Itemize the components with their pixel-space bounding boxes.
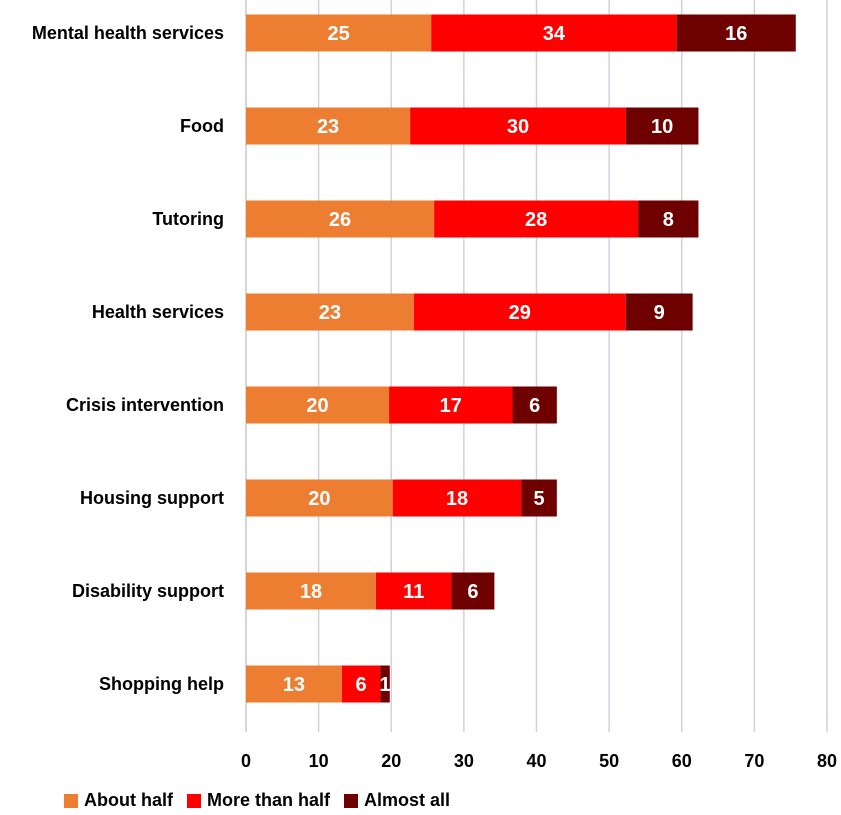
x-tick-label-20: 20 xyxy=(381,751,401,771)
data-label-mental-health-services-almost-all: 16 xyxy=(725,23,747,45)
x-tick-label-80: 80 xyxy=(817,751,837,771)
bar-food-almost-all xyxy=(625,107,699,145)
legend-item-about-half: About half xyxy=(64,790,173,811)
data-label-tutoring-about-half: 26 xyxy=(329,209,351,231)
data-label-crisis-intervention-about-half: 20 xyxy=(306,395,328,417)
data-label-housing-support-more-than-half: 18 xyxy=(446,488,468,510)
x-tick-label-50: 50 xyxy=(599,751,619,771)
bar-shopping-help-more-than-half xyxy=(341,665,381,703)
chart-legend: About half More than half Almost all xyxy=(64,790,450,811)
category-label-food: Food xyxy=(180,116,224,136)
category-label-disability-support: Disability support xyxy=(72,581,224,601)
x-tick-label-10: 10 xyxy=(309,751,329,771)
data-label-food-more-than-half: 30 xyxy=(507,116,529,138)
data-label-health-services-about-half: 23 xyxy=(319,302,341,324)
data-label-mental-health-services-more-than-half: 34 xyxy=(543,23,566,45)
x-tick-label-70: 70 xyxy=(744,751,764,771)
category-label-tutoring: Tutoring xyxy=(152,209,224,229)
data-label-shopping-help-about-half: 13 xyxy=(283,674,305,696)
legend-label-more-than-half: More than half xyxy=(206,790,330,810)
data-label-crisis-intervention-more-than-half: 17 xyxy=(440,395,462,417)
bar-housing-support-almost-all xyxy=(521,479,557,517)
data-label-shopping-help-more-than-half: 6 xyxy=(356,674,367,696)
data-label-health-services-more-than-half: 29 xyxy=(509,302,531,324)
category-label-shopping-help: Shopping help xyxy=(99,674,224,694)
bar-mental-health-services-more-than-half xyxy=(431,14,677,52)
legend-swatch-almost-all xyxy=(344,793,358,808)
data-label-food-almost-all: 10 xyxy=(651,116,673,138)
bar-health-services-almost-all xyxy=(625,293,693,331)
bar-disability-support-more-than-half xyxy=(375,572,452,610)
bar-health-services-more-than-half xyxy=(413,293,626,331)
legend-swatch-more-than-half xyxy=(186,793,201,808)
data-label-housing-support-about-half: 20 xyxy=(308,488,330,510)
data-label-housing-support-almost-all: 5 xyxy=(533,488,544,510)
bar-shopping-help-about-half xyxy=(246,665,342,703)
bar-crisis-intervention-almost-all xyxy=(512,386,557,424)
bar-tutoring-almost-all xyxy=(638,200,699,238)
legend-item-almost-all: Almost all xyxy=(344,790,450,811)
data-label-mental-health-services-about-half: 25 xyxy=(327,23,349,45)
category-label-crisis-intervention: Crisis intervention xyxy=(66,395,224,415)
bar-tutoring-about-half xyxy=(246,200,435,238)
legend-label-almost-all: Almost all xyxy=(364,790,451,810)
data-label-health-services-almost-all: 9 xyxy=(654,302,665,324)
bar-crisis-intervention-more-than-half xyxy=(389,386,513,424)
bar-disability-support-about-half xyxy=(246,572,376,610)
data-label-shopping-help-almost-all: 1 xyxy=(380,674,391,696)
data-label-tutoring-more-than-half: 28 xyxy=(525,209,547,231)
category-label-health-services: Health services xyxy=(92,302,224,322)
bar-housing-support-more-than-half xyxy=(392,479,522,517)
category-label-housing-support: Housing support xyxy=(80,488,224,508)
x-tick-label-30: 30 xyxy=(454,751,474,771)
data-label-crisis-intervention-almost-all: 6 xyxy=(529,395,540,417)
legend-label-about-half: About half xyxy=(84,790,173,810)
data-label-food-about-half: 23 xyxy=(317,116,339,138)
x-tick-label-40: 40 xyxy=(526,751,546,771)
bar-tutoring-more-than-half xyxy=(434,200,639,238)
bar-shopping-help-almost-all xyxy=(380,665,390,703)
bar-disability-support-almost-all xyxy=(451,572,495,610)
data-label-disability-support-more-than-half: 11 xyxy=(403,581,424,603)
legend-swatch-about-half xyxy=(64,793,78,808)
data-label-tutoring-almost-all: 8 xyxy=(663,209,674,231)
data-label-disability-support-about-half: 18 xyxy=(300,581,322,603)
bar-food-more-than-half xyxy=(410,107,626,145)
category-label-mental-health-services: Mental health services xyxy=(32,23,224,43)
bar-crisis-intervention-about-half xyxy=(246,386,390,424)
bar-health-services-about-half xyxy=(246,293,414,331)
data-label-disability-support-almost-all: 6 xyxy=(467,581,478,603)
bar-food-about-half xyxy=(246,107,411,145)
bar-mental-health-services-almost-all xyxy=(676,14,796,52)
bar-mental-health-services-about-half xyxy=(246,14,432,52)
bar-housing-support-about-half xyxy=(246,479,393,517)
x-tick-label-0: 0 xyxy=(241,751,251,771)
legend-item-more-than-half: More than half xyxy=(186,790,330,811)
x-tick-label-60: 60 xyxy=(672,751,692,771)
